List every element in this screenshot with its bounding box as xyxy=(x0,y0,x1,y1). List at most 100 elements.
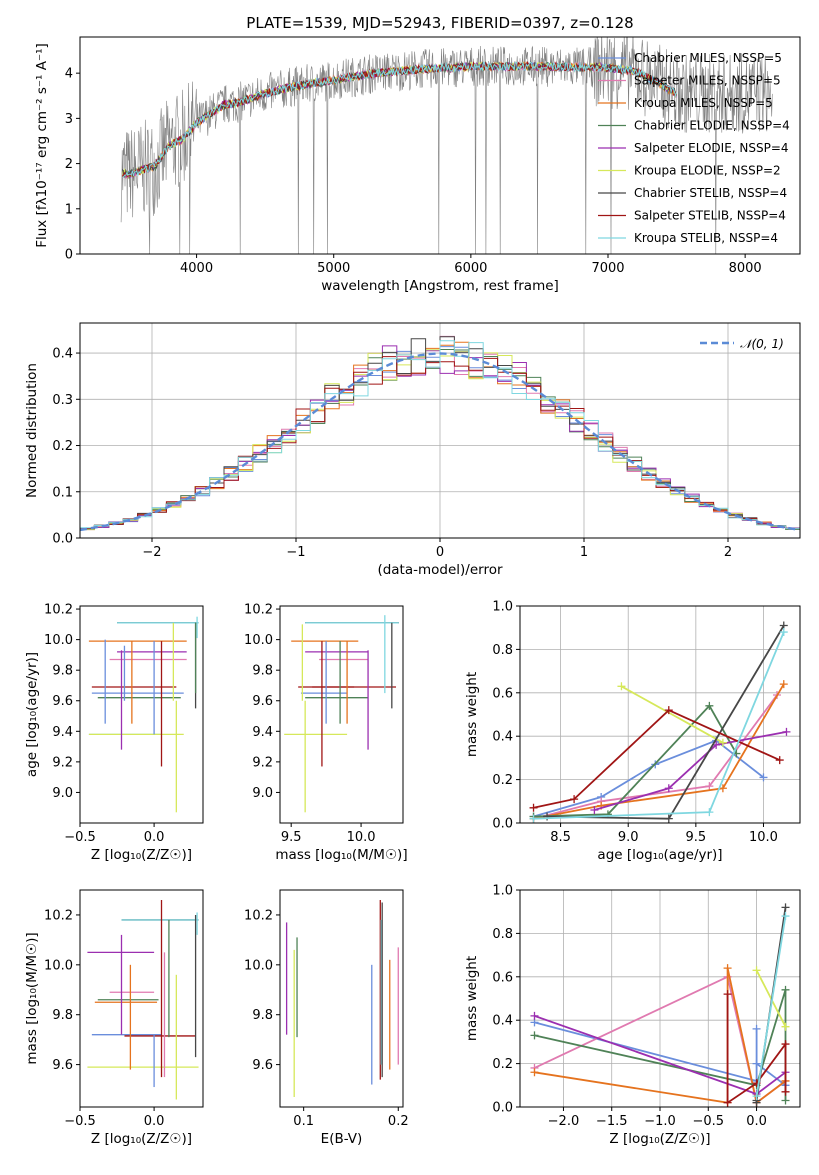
y-tick-label: 0.4 xyxy=(52,347,73,362)
x-tick-label: 8000 xyxy=(729,261,762,276)
y-tick-label: 9.6 xyxy=(252,694,273,709)
legend-label: Salpeter MILES, NSSP=5 xyxy=(634,74,781,88)
y-tick-label: 9.8 xyxy=(252,664,273,679)
x-tick-label: 10.0 xyxy=(347,830,376,845)
normal-reference-curve xyxy=(80,352,798,532)
weight-marker xyxy=(723,990,732,999)
weight-marker xyxy=(781,912,790,921)
x-axis-label: (data-model)/error xyxy=(377,562,503,578)
x-tick-label: −0.5 xyxy=(64,1114,96,1129)
weight-line-4 xyxy=(533,704,738,818)
weight-line-8 xyxy=(533,709,781,809)
axes-frame xyxy=(79,36,801,255)
weight-line-5 xyxy=(594,731,787,811)
residuals-panel: −2 −1 0 1 2 0.0 0.1 0.2 0.3 0.4 (data-model)/error… xyxy=(24,322,801,578)
y-tick-label: 9.6 xyxy=(52,694,73,709)
x-tick-label: 0 xyxy=(436,545,444,560)
y-tick-label: 0.2 xyxy=(492,1057,513,1072)
x-tick-label: 5000 xyxy=(317,261,350,276)
legend-label: Chabrier ELODIE, NSSP=4 xyxy=(634,119,790,133)
plot-area xyxy=(530,903,790,1107)
plot-area xyxy=(80,335,800,532)
weight-line-9 xyxy=(755,915,787,1097)
weight-marker xyxy=(705,782,714,791)
axes-frame xyxy=(279,889,404,1108)
weight-marker xyxy=(664,706,673,715)
axes-frame xyxy=(519,889,801,1108)
weight-marker xyxy=(617,682,626,691)
weight-marker xyxy=(779,680,788,689)
x-tick-label: −0.5 xyxy=(64,830,96,845)
histogram-series-9 xyxy=(80,340,800,529)
x-tick-label: −2 xyxy=(142,545,161,560)
figure-title: PLATE=1539, MJD=52943, FIBERID=0397, z=0… xyxy=(246,14,633,32)
weight-marker xyxy=(775,756,784,765)
weight-marker xyxy=(781,1022,790,1031)
age-vs-z-panel: −0.5 0.0 9.0 9.2 9.4 9.6 9.8 10.0 10.2 Z [log₁₀(Z… xyxy=(24,603,204,863)
weight-line-6 xyxy=(620,685,724,744)
plot-area xyxy=(285,899,399,1098)
x-tick-label: −1.0 xyxy=(644,1114,676,1129)
weight-marker xyxy=(543,812,552,821)
y-tick-label: 9.0 xyxy=(52,786,73,801)
y-tick-label: 0.0 xyxy=(52,532,73,547)
x-tick-label: 9.0 xyxy=(618,830,639,845)
y-tick-label: 1.0 xyxy=(492,600,513,615)
weight-marker xyxy=(529,803,538,812)
y-tick-label: 1 xyxy=(65,202,73,217)
y-tick-label: 10.0 xyxy=(44,958,73,973)
weight-marker xyxy=(752,1092,761,1101)
mass-vs-z-panel: −0.5 0.0 9.6 9.8 10.0 10.2 Z [log₁₀(Z/Z☉)] mass… xyxy=(24,889,204,1147)
x-tick-label: −1 xyxy=(286,545,305,560)
y-tick-label: 4 xyxy=(65,67,73,82)
y-tick-label: 10.0 xyxy=(244,633,273,648)
y-tick-label: 10.2 xyxy=(44,603,73,618)
weight-vs-age-panel: 8.5 9.0 9.5 10.0 0.0 0.2 0.4 0.6 0.8 1.0 age [log₁… xyxy=(464,600,801,863)
x-tick-label: 0.0 xyxy=(144,830,165,845)
y-tick-label: 3 xyxy=(65,112,73,127)
x-tick-label: 7000 xyxy=(591,261,624,276)
y-tick-label: 0.3 xyxy=(52,393,73,408)
y-tick-label: 9.6 xyxy=(52,1058,73,1073)
weight-marker xyxy=(590,805,599,814)
y-tick-label: 9.2 xyxy=(252,755,273,770)
age-vs-mass-panel: 9.5 10.0 9.0 9.2 9.4 9.6 9.8 10.0 10.2 mass [log₁… xyxy=(244,603,408,863)
x-axis-label: wavelength [Angstrom, rest frame] xyxy=(321,278,559,294)
y-tick-label: 9.2 xyxy=(52,755,73,770)
legend-label: Kroupa ELODIE, NSSP=2 xyxy=(634,164,781,178)
x-axis-label: E(B-V) xyxy=(321,1131,363,1147)
x-tick-label: −0.5 xyxy=(692,1114,724,1129)
plot-area xyxy=(284,615,399,813)
plot-area xyxy=(88,616,199,813)
plot-area xyxy=(120,37,773,254)
y-tick-label: 10.2 xyxy=(244,603,273,618)
y-axis-label: mass [log₁₀(M/M☉)] xyxy=(24,932,40,1064)
weight-marker xyxy=(759,773,768,782)
model-spectrum-9 xyxy=(122,61,678,178)
y-tick-label: 9.4 xyxy=(252,725,273,740)
y-axis-label: Normed distribution xyxy=(24,363,40,498)
axes-frame xyxy=(279,605,404,824)
weight-marker xyxy=(570,795,579,804)
weight-line-3 xyxy=(533,683,785,820)
weight-marker xyxy=(705,808,714,817)
y-tick-label: 9.0 xyxy=(252,786,273,801)
y-tick-label: 0.1 xyxy=(52,485,73,500)
y-tick-label: 1.0 xyxy=(492,884,513,899)
y-tick-label: 0.0 xyxy=(492,1101,513,1116)
x-tick-label: 6000 xyxy=(454,261,487,276)
y-tick-label: 0.6 xyxy=(492,686,513,701)
legend-label: Chabrier STELIB, NSSP=4 xyxy=(634,186,787,200)
legend-label: Salpeter STELIB, NSSP=4 xyxy=(634,209,786,223)
legend-label: Kroupa STELIB, NSSP=4 xyxy=(634,231,778,245)
weight-marker xyxy=(779,628,788,637)
y-tick-label: 0.2 xyxy=(52,439,73,454)
plot-area xyxy=(87,899,199,1100)
weight-marker xyxy=(782,727,791,736)
y-tick-label: 0.6 xyxy=(492,970,513,985)
y-tick-label: 9.8 xyxy=(252,1008,273,1023)
x-axis-label: Z [log₁₀(Z/Z☉)] xyxy=(609,1131,710,1147)
x-tick-label: 0.2 xyxy=(388,1114,409,1129)
weight-marker xyxy=(718,738,727,747)
x-axis-label: Z [log₁₀(Z/Z☉)] xyxy=(91,1131,192,1147)
